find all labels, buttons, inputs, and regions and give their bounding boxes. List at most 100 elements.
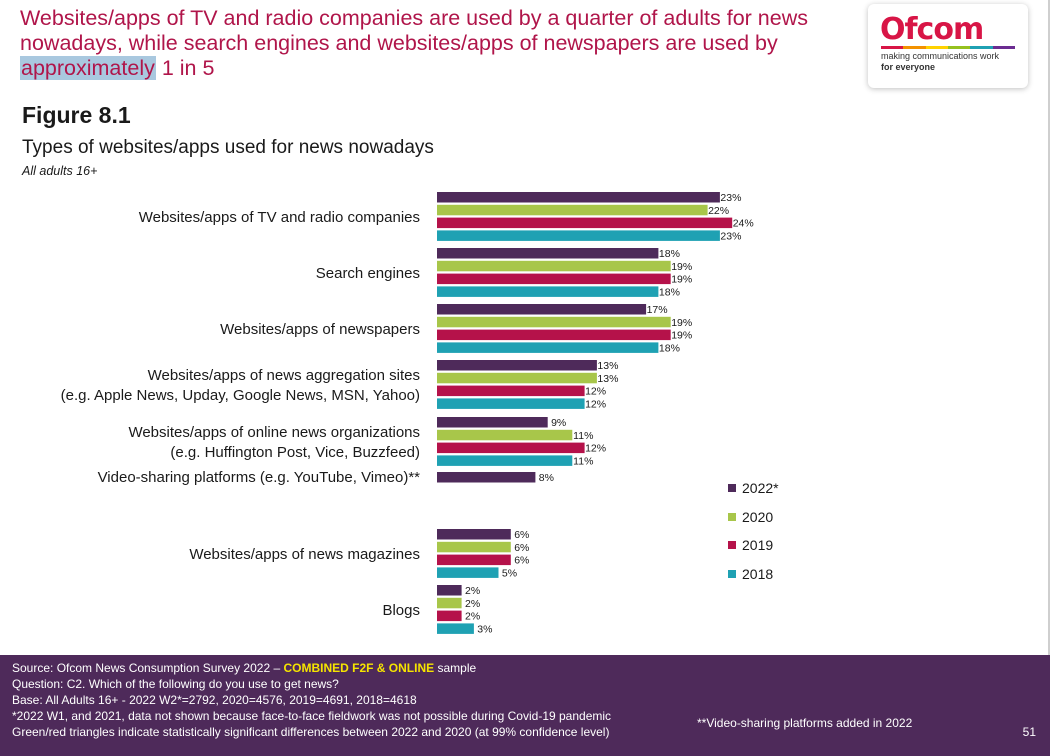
legend-label: 2022* bbox=[742, 480, 779, 497]
bar-2018-4 bbox=[437, 455, 573, 466]
bar-2019-3 bbox=[437, 385, 585, 397]
data-label: 19% bbox=[671, 317, 692, 329]
data-label: 12% bbox=[585, 443, 606, 455]
category-label-line: Video-sharing platforms (e.g. YouTube, V… bbox=[97, 469, 420, 487]
bar-2018-2 bbox=[437, 342, 659, 353]
category-label: Video-sharing platforms (e.g. YouTube, V… bbox=[98, 468, 420, 488]
headline-highlight: approximately bbox=[20, 56, 156, 80]
bar-2018-0 bbox=[437, 230, 720, 241]
figure-label: Figure 8.1 bbox=[22, 102, 131, 128]
category-label-line: Blogs bbox=[382, 601, 420, 619]
data-label: 11% bbox=[573, 455, 593, 467]
data-label: 12% bbox=[585, 386, 606, 398]
bar-2019-1 bbox=[437, 273, 671, 285]
footer-question: Question: C2. Which of the following do … bbox=[12, 677, 339, 691]
bar-2018-6 bbox=[437, 567, 499, 578]
data-label: 23% bbox=[720, 192, 741, 204]
legend-swatch bbox=[728, 484, 736, 493]
headline-text: Websites/apps of TV and radio companies … bbox=[20, 6, 808, 55]
bar-2020-2 bbox=[437, 316, 671, 328]
category-label-line: Websites/apps of news aggregation sites bbox=[147, 366, 420, 384]
bar-2022-2 bbox=[437, 304, 647, 315]
category-label-line: Websites/apps of TV and radio companies bbox=[138, 208, 420, 226]
category-label: Websites/apps of newspapers bbox=[220, 320, 420, 340]
footer-note-1: *2022 W1, and 2021, data not shown becau… bbox=[12, 709, 612, 723]
bar-2022-5 bbox=[437, 472, 536, 483]
page-number: 51 bbox=[1022, 725, 1036, 739]
legend-item: 2018 bbox=[728, 560, 779, 589]
category-label-line: (e.g. Apple News, Upday, Google News, MS… bbox=[60, 386, 420, 404]
data-label: 3% bbox=[477, 623, 492, 635]
bar-2020-6 bbox=[437, 541, 511, 553]
headline: Websites/apps of TV and radio companies … bbox=[20, 6, 860, 81]
data-label: 13% bbox=[597, 360, 618, 372]
bar-2019-4 bbox=[437, 442, 585, 454]
legend-label: 2019 bbox=[742, 537, 774, 554]
footer-source-highlight: COMBINED F2F & ONLINE bbox=[283, 661, 435, 675]
data-label: 24% bbox=[733, 218, 754, 230]
footer-base: Base: All Adults 16+ - 2022 W2*=2792, 20… bbox=[12, 693, 417, 707]
category-label-line: Search engines bbox=[315, 264, 420, 282]
bar-2019-6 bbox=[437, 554, 511, 566]
category-label-line: Websites/apps of online news organizatio… bbox=[128, 423, 420, 441]
bar-chart: 23%22%24%23%18%19%19%18%17%19%19%18%13%1… bbox=[437, 192, 754, 635]
right-edge-rule bbox=[1048, 0, 1050, 655]
bar-2022-0 bbox=[437, 192, 720, 203]
bar-2020-7 bbox=[437, 597, 462, 609]
bar-2019-2 bbox=[437, 329, 671, 341]
category-label-line: (e.g. Huffington Post, Vice, Buzzfeed) bbox=[170, 443, 420, 461]
data-label: 18% bbox=[659, 248, 680, 260]
data-label: 2% bbox=[465, 585, 480, 597]
data-label: 19% bbox=[671, 330, 692, 342]
footer-source-suffix: sample bbox=[434, 661, 477, 675]
legend-item: 2022* bbox=[728, 474, 779, 503]
bar-2022-4 bbox=[437, 417, 548, 428]
legend-swatch bbox=[728, 569, 736, 578]
data-label: 22% bbox=[708, 205, 729, 217]
category-label: Websites/apps of news aggregation sites (… bbox=[61, 366, 420, 406]
footer-note-2: **Video-sharing platforms added in 2022 bbox=[697, 716, 913, 730]
data-label: 13% bbox=[597, 373, 618, 385]
footer-panel: Source: Ofcom News Consumption Survey 20… bbox=[0, 655, 1050, 756]
logo-tagline-2: for everyone bbox=[881, 62, 936, 72]
legend-label: 2018 bbox=[742, 565, 774, 582]
chart-subtitle: All adults 16+ bbox=[22, 164, 98, 178]
category-label-line: Websites/apps of news magazines bbox=[189, 545, 420, 563]
data-label: 18% bbox=[659, 342, 680, 354]
bar-2022-7 bbox=[437, 585, 462, 596]
data-label: 23% bbox=[720, 230, 741, 242]
data-label: 5% bbox=[502, 567, 517, 579]
category-label: Search engines bbox=[316, 264, 420, 284]
legend-item: 2020 bbox=[728, 503, 779, 532]
data-label: 11% bbox=[573, 430, 593, 442]
legend-swatch bbox=[728, 512, 736, 521]
chart-title: Types of websites/apps used for news now… bbox=[22, 137, 434, 158]
category-label: Websites/apps of TV and radio companies bbox=[139, 208, 420, 228]
data-label: 18% bbox=[659, 286, 680, 298]
category-label-line: Websites/apps of newspapers bbox=[220, 320, 420, 338]
headline-tail: 1 in 5 bbox=[155, 56, 215, 80]
data-label: 6% bbox=[514, 529, 529, 541]
bar-2022-6 bbox=[437, 529, 511, 540]
bar-2019-7 bbox=[437, 610, 462, 622]
logo-color-bar bbox=[881, 46, 1015, 49]
data-label: 2% bbox=[465, 611, 480, 623]
data-label: 12% bbox=[585, 398, 606, 410]
data-label: 19% bbox=[671, 274, 692, 286]
legend-label: 2020 bbox=[742, 508, 774, 525]
bar-2020-3 bbox=[437, 372, 597, 384]
bar-2018-3 bbox=[437, 398, 585, 409]
bar-2020-4 bbox=[437, 429, 573, 441]
bar-2018-1 bbox=[437, 286, 659, 297]
footer-source: Source: Ofcom News Consumption Survey 20… bbox=[12, 660, 611, 676]
data-label: 19% bbox=[671, 261, 692, 273]
data-label: 8% bbox=[539, 472, 554, 484]
bar-2020-1 bbox=[437, 260, 671, 272]
data-label: 17% bbox=[647, 304, 668, 316]
bar-2018-7 bbox=[437, 623, 474, 634]
data-label: 9% bbox=[551, 417, 566, 429]
data-label: 6% bbox=[514, 555, 529, 567]
legend-swatch bbox=[728, 541, 736, 550]
category-label: Websites/apps of online news organizatio… bbox=[128, 423, 420, 463]
data-label: 2% bbox=[465, 598, 480, 610]
